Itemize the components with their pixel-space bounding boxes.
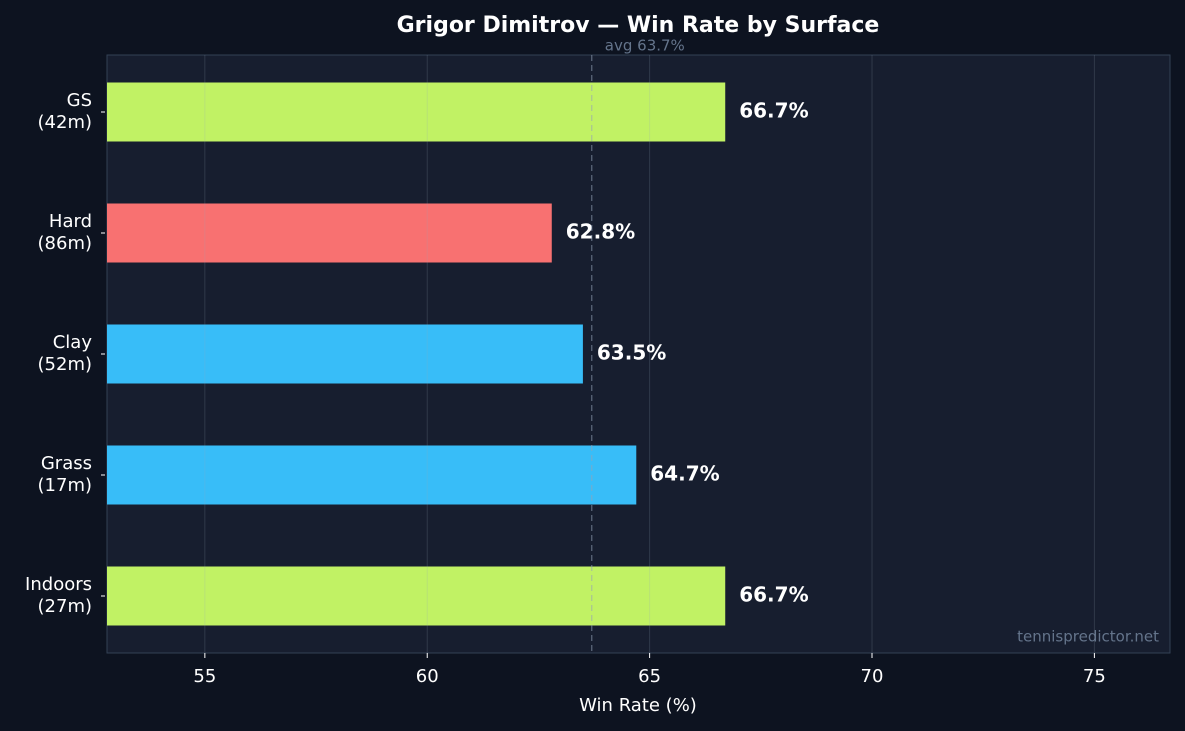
x-tick-label: 65 [638,666,661,687]
bar [107,566,726,626]
y-tick-label: Grass (17m) [37,453,92,496]
x-axis-label: Win Rate (%) [579,695,697,716]
chart-title: Grigor Dimitrov — Win Rate by Surface [397,13,880,38]
value-label: 66.7% [739,99,808,123]
bar [107,445,637,505]
y-tick-label: Indoors (27m) [25,574,92,617]
x-tick-label: 60 [416,666,439,687]
y-tick-label: GS (42m) [37,90,92,133]
y-tick-label: Clay (52m) [37,332,92,375]
watermark: tennispredictor.net [1017,628,1159,646]
x-tick-label: 75 [1083,666,1106,687]
value-label: 63.5% [597,341,666,365]
bar [107,82,726,142]
y-tick-label: Hard (86m) [37,211,92,254]
x-tick-label: 70 [861,666,884,687]
value-label: 62.8% [566,220,635,244]
reference-label: avg 63.7% [605,37,685,55]
value-label: 64.7% [650,462,719,486]
bar [107,203,552,263]
x-tick-label: 55 [193,666,216,687]
value-label: 66.7% [739,583,808,607]
bar [107,324,583,384]
